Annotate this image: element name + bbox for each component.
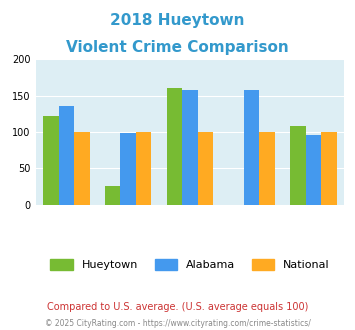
Text: 2018 Hueytown: 2018 Hueytown — [110, 13, 245, 28]
Bar — [43, 116, 59, 205]
Legend: Hueytown, Alabama, National: Hueytown, Alabama, National — [46, 254, 334, 275]
Text: © 2025 CityRating.com - https://www.cityrating.com/crime-statistics/: © 2025 CityRating.com - https://www.city… — [45, 319, 310, 328]
Bar — [244, 90, 260, 205]
Bar — [167, 88, 182, 205]
Text: Compared to U.S. average. (U.S. average equals 100): Compared to U.S. average. (U.S. average … — [47, 302, 308, 312]
Bar — [290, 126, 306, 205]
Bar — [260, 132, 275, 205]
Bar — [59, 106, 74, 205]
Bar — [306, 135, 321, 205]
Bar — [74, 132, 89, 205]
Bar — [321, 132, 337, 205]
Bar — [120, 133, 136, 205]
Bar — [182, 90, 198, 205]
Bar — [105, 186, 120, 205]
Text: Violent Crime Comparison: Violent Crime Comparison — [66, 40, 289, 54]
Bar — [198, 132, 213, 205]
Bar — [136, 132, 151, 205]
